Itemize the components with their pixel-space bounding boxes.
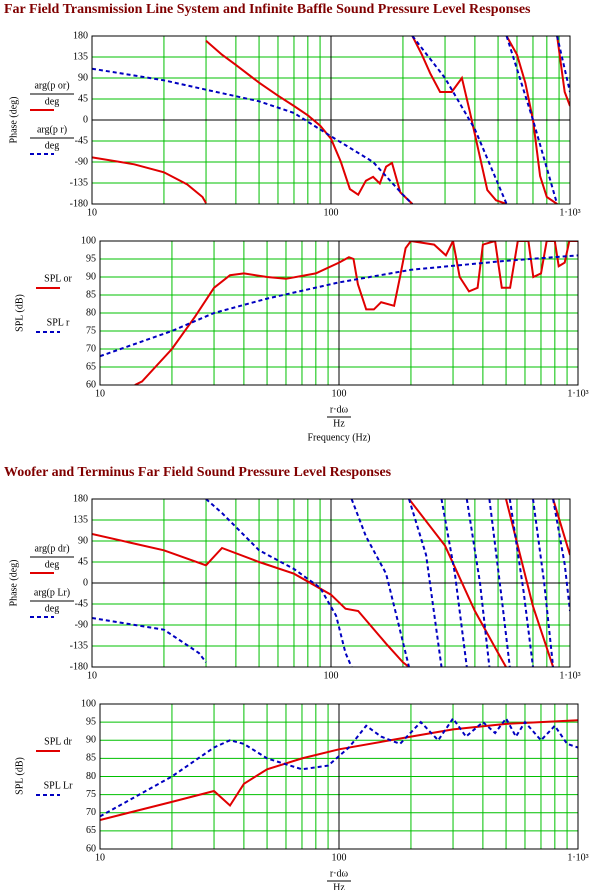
x-tick-label: 1·10³ xyxy=(567,852,588,863)
y-tick-label: 60 xyxy=(86,843,96,854)
y-tick-label: 0 xyxy=(83,114,88,125)
y-tick-label: 90 xyxy=(78,72,88,83)
x-tick-label: 100 xyxy=(324,207,339,218)
y-tick-label: 100 xyxy=(81,698,96,709)
y-tick-label: 65 xyxy=(86,361,96,372)
y-tick-label: 90 xyxy=(86,271,96,282)
legend-label: SPL dr xyxy=(44,736,72,747)
y-tick-label: 180 xyxy=(73,30,88,41)
series-line xyxy=(134,241,578,385)
series-line xyxy=(92,36,570,204)
y-tick-label: 85 xyxy=(86,753,96,764)
series-line xyxy=(100,254,578,358)
y-tick-label: 45 xyxy=(78,93,88,104)
y-tick-label: -90 xyxy=(75,156,88,167)
y-tick-label: 95 xyxy=(86,716,96,727)
section-title: Far Field Transmission Line System and I… xyxy=(4,2,531,17)
y-tick-label: -45 xyxy=(75,135,88,146)
plot-frame xyxy=(99,703,579,850)
x-tick-label: 1·10³ xyxy=(559,670,580,681)
legend-denominator: deg xyxy=(45,140,59,151)
y-tick-label: -45 xyxy=(75,598,88,609)
y-tick-label: -135 xyxy=(70,640,88,651)
legend-label: arg(p or) xyxy=(34,80,69,91)
series-line xyxy=(92,499,570,667)
plot-frame xyxy=(91,35,571,205)
y-tick-label: 135 xyxy=(73,51,88,62)
y-tick-label: 70 xyxy=(86,807,96,818)
x-axis-label-numerator: r·dω xyxy=(330,404,349,415)
y-tick-label: 85 xyxy=(86,289,96,300)
x-tick-label: 100 xyxy=(332,388,347,399)
y-tick-label: 80 xyxy=(86,307,96,318)
plot-frame xyxy=(99,240,579,386)
x-tick-label: 10 xyxy=(95,852,105,863)
y-tick-label: 70 xyxy=(86,343,96,354)
x-tick-label: 1·10³ xyxy=(559,207,580,218)
y-axis-label: SPL (dB) xyxy=(14,757,25,795)
legend-label: arg(p Lr) xyxy=(34,587,70,598)
legend-label: SPL or xyxy=(44,273,72,284)
y-tick-label: 45 xyxy=(78,556,88,567)
y-tick-label: -90 xyxy=(75,619,88,630)
y-tick-label: 80 xyxy=(86,771,96,782)
x-tick-label: 10 xyxy=(95,388,105,399)
y-tick-label: -135 xyxy=(70,177,88,188)
y-tick-label: 135 xyxy=(73,514,88,525)
legend-denominator: deg xyxy=(45,603,59,614)
x-axis-label: Frequency (Hz) xyxy=(307,432,370,443)
y-tick-label: 100 xyxy=(81,235,96,246)
section-title: Woofer and Terminus Far Field Sound Pres… xyxy=(4,465,392,480)
y-tick-label: 0 xyxy=(83,577,88,588)
x-tick-label: 10 xyxy=(87,670,97,681)
y-tick-label: 75 xyxy=(86,325,96,336)
legend-label: SPL Lr xyxy=(44,780,73,791)
x-tick-label: 10 xyxy=(87,207,97,218)
y-tick-label: 75 xyxy=(86,789,96,800)
x-axis-label-numerator: r·dω xyxy=(330,868,349,879)
x-axis-label-denominator: Hz xyxy=(333,882,345,890)
y-axis-label: Phase (deg) xyxy=(8,560,19,607)
y-tick-label: 180 xyxy=(73,493,88,504)
y-tick-label: 65 xyxy=(86,825,96,836)
legend-label: arg(p r) xyxy=(37,124,67,135)
plot-frame xyxy=(91,498,571,668)
y-tick-label: 95 xyxy=(86,253,96,264)
y-tick-label: 90 xyxy=(78,535,88,546)
legend-label: SPL r xyxy=(47,317,70,328)
x-tick-label: 100 xyxy=(324,670,339,681)
y-tick-label: -180 xyxy=(70,198,88,209)
y-tick-label: 90 xyxy=(86,735,96,746)
x-tick-label: 100 xyxy=(332,852,347,863)
x-tick-label: 1·10³ xyxy=(567,388,588,399)
y-tick-label: -180 xyxy=(70,661,88,672)
series-line xyxy=(92,499,570,667)
series-line xyxy=(100,716,578,818)
legend-denominator: deg xyxy=(45,96,59,107)
legend-label: arg(p dr) xyxy=(34,543,69,554)
y-tick-label: 60 xyxy=(86,379,96,390)
y-axis-label: SPL (dB) xyxy=(14,294,25,332)
legend-denominator: deg xyxy=(45,559,59,570)
x-axis-label-denominator: Hz xyxy=(333,418,345,429)
y-axis-label: Phase (deg) xyxy=(8,97,19,144)
